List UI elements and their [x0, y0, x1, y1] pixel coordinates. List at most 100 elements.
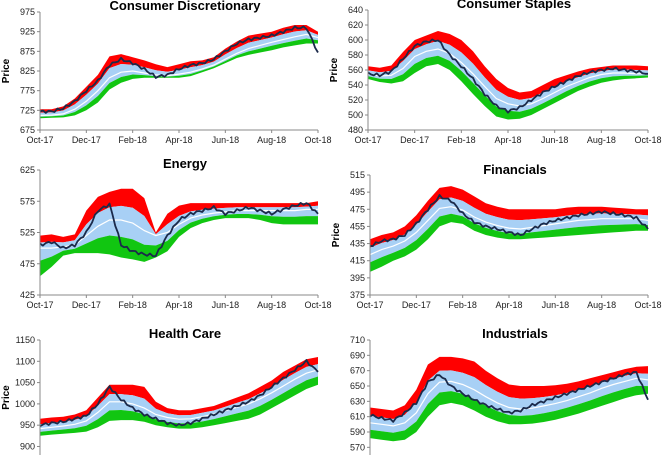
x-tick-label: Jun-18: [212, 135, 240, 145]
chart-panel: 375 395 415 435 455 475 495 515 Oct-17 Dec-17 Feb-…: [331, 162, 662, 310]
chart-title: Financials: [483, 162, 547, 177]
y-tick-label: 710: [350, 335, 365, 345]
x-tick-label: Apr-18: [494, 135, 521, 145]
y-tick-label: 590: [350, 427, 365, 437]
y-tick-label: 630: [350, 396, 365, 406]
price-line: [367, 38, 648, 114]
y-tick-label: 1000: [15, 399, 35, 409]
x-tick-label: Aug-18: [587, 135, 616, 145]
price-line: [39, 359, 319, 427]
lower-band-area: [40, 214, 318, 277]
x-tick-label: Oct-18: [304, 135, 331, 145]
y-tick-label: 875: [20, 46, 35, 56]
y-tick-label: 515: [350, 170, 365, 180]
chart-panel: 425 475 525 575 625 Oct-17 Dec-17 Feb-18 Apr-18 J…: [20, 156, 332, 310]
moving-average-line: [39, 33, 319, 116]
y-tick-label: 375: [350, 290, 365, 300]
y-tick-label: 675: [20, 125, 35, 135]
price-line: [39, 25, 319, 114]
y-tick-label: 435: [350, 239, 365, 249]
y-tick-label: 775: [20, 86, 35, 96]
chart-title: Consumer Staples: [457, 0, 571, 11]
y-tick-label: 975: [20, 7, 35, 17]
x-tick-label: Oct-17: [354, 135, 381, 145]
y-tick-label: 620: [348, 20, 363, 30]
upper-band-area: [40, 357, 318, 425]
y-tick-label: 480: [348, 125, 363, 135]
upper-band-area: [370, 356, 648, 419]
x-tick-label: Apr-18: [165, 135, 192, 145]
lower-band-area: [370, 385, 648, 442]
y-axis-label: Price: [331, 222, 342, 247]
y-tick-label: 500: [348, 110, 363, 120]
x-tick-label: Dec-17: [72, 300, 101, 310]
y-axis-label: Price: [1, 385, 12, 410]
x-tick-label: Oct-17: [356, 300, 383, 310]
y-tick-label: 560: [348, 65, 363, 75]
x-tick-label: Aug-18: [257, 135, 286, 145]
inner-band-area: [370, 370, 648, 433]
upper-band-area: [370, 186, 648, 248]
inner-band-area: [40, 30, 318, 117]
y-tick-label: 1050: [15, 378, 35, 388]
y-tick-label: 625: [20, 165, 35, 175]
y-tick-label: 1150: [16, 335, 35, 345]
price-line: [369, 194, 649, 248]
x-tick-label: Oct-18: [304, 300, 331, 310]
chart-title: Industrials: [482, 326, 548, 341]
chart-panel: 900 950 1000 1050 1100 1150 Health Care Price: [1, 326, 319, 455]
y-tick-label: 640: [348, 5, 363, 15]
y-tick-label: 475: [350, 204, 365, 214]
x-tick-label: Oct-18: [634, 300, 661, 310]
y-tick-label: 1100: [16, 356, 35, 366]
y-tick-label: 825: [20, 66, 35, 76]
y-tick-label: 415: [350, 256, 365, 266]
x-tick-label: Oct-17: [26, 300, 53, 310]
moving-average-line: [367, 48, 648, 107]
y-tick-label: 475: [20, 259, 35, 269]
x-tick-label: Feb-18: [448, 300, 477, 310]
chart-title: Health Care: [149, 326, 221, 341]
x-tick-label: Jun-18: [542, 300, 570, 310]
x-tick-label: Jun-18: [541, 135, 569, 145]
y-tick-label: 395: [350, 273, 365, 283]
y-tick-label: 455: [350, 221, 365, 231]
x-tick-label: Aug-18: [257, 300, 286, 310]
chart-title: Consumer Discretionary: [110, 0, 262, 13]
x-tick-label: Dec-17: [72, 135, 101, 145]
y-tick-label: 950: [20, 420, 35, 430]
y-axis-label: Price: [329, 57, 340, 82]
y-tick-label: 900: [20, 441, 35, 451]
x-tick-label: Jun-18: [212, 300, 240, 310]
inner-band-area: [370, 197, 648, 263]
chart-panel: 675 725 775 825 875 925 975 Oct-17 Dec-17 Feb-18 A…: [1, 0, 332, 145]
x-tick-label: Apr-18: [165, 300, 192, 310]
lower-band-area: [370, 213, 648, 272]
y-tick-label: 670: [350, 366, 365, 376]
y-tick-label: 525: [20, 228, 35, 238]
y-tick-label: 575: [20, 196, 35, 206]
y-tick-label: 610: [350, 412, 365, 422]
x-tick-label: Aug-18: [587, 300, 616, 310]
price-line: [39, 201, 319, 258]
moving-average-line: [369, 377, 649, 427]
y-tick-label: 650: [350, 381, 365, 391]
y-tick-label: 580: [348, 50, 363, 60]
upper-band-area: [40, 188, 318, 243]
chart-panel: 570 590 610 630 650 670 690 710 Industrials: [350, 326, 649, 455]
moving-average-line: [40, 208, 318, 249]
x-tick-label: Dec-17: [402, 300, 431, 310]
y-axis-label: Price: [1, 58, 12, 83]
moving-average-line: [369, 206, 649, 256]
y-tick-label: 540: [348, 80, 363, 90]
y-tick-label: 725: [20, 105, 35, 115]
x-tick-label: Feb-18: [447, 135, 476, 145]
chart-panel: 480 500 520 540 560 580 600 620 640 Oct-17 Dec-17 F…: [329, 0, 662, 145]
x-tick-label: Feb-18: [118, 300, 147, 310]
x-tick-label: Feb-18: [118, 135, 147, 145]
x-tick-label: Dec-17: [400, 135, 429, 145]
y-tick-label: 570: [350, 442, 365, 452]
chart-title: Energy: [163, 156, 208, 171]
y-tick-label: 425: [20, 290, 35, 300]
x-tick-label: Apr-18: [495, 300, 522, 310]
